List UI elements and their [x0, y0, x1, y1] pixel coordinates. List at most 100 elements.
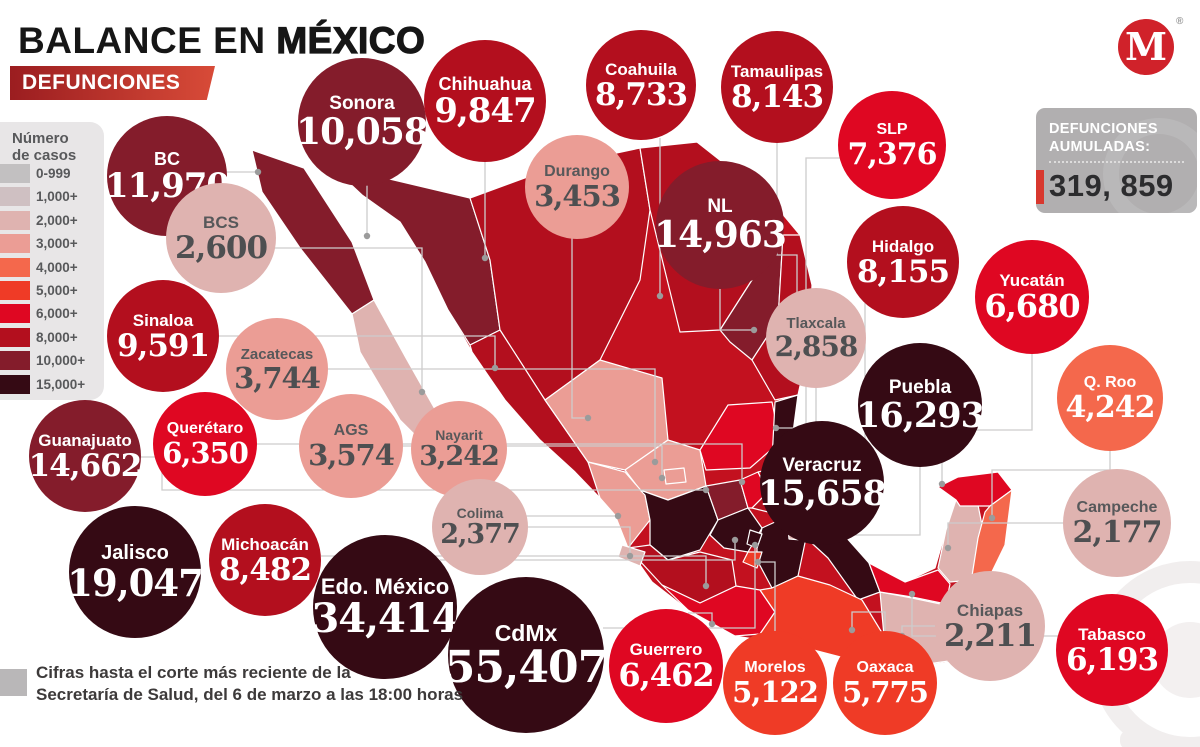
legend-label: 5,000+ — [36, 283, 78, 298]
state-value: 2,858 — [774, 330, 859, 364]
state-circle-tabasco: Tabasco 6,193 — [1056, 594, 1168, 706]
state-value: 6,462 — [618, 656, 714, 695]
state-value: 8,143 — [730, 78, 824, 115]
state-circle-puebla: Puebla 16,293 — [856, 343, 985, 467]
legend-row-15000: 15,000+ — [0, 374, 104, 394]
state-name: CdMx — [494, 619, 558, 646]
state-value: 14,662 — [28, 447, 143, 484]
state-name: Edo. México — [320, 574, 450, 600]
state-name: Colima — [456, 505, 504, 522]
legend-row-3000: 3,000+ — [0, 234, 104, 254]
state-name: Hidalgo — [871, 236, 935, 256]
state-value: 2,600 — [174, 229, 268, 266]
state-name: Tabasco — [1078, 624, 1146, 644]
legend-swatch — [0, 351, 30, 371]
legend-label: 3,000+ — [36, 236, 78, 252]
state-value: 16,293 — [856, 394, 985, 436]
state-name: Chiapas — [956, 600, 1024, 620]
dotted-divider — [1049, 161, 1184, 163]
defunciones-banner: DEFUNCIONES — [10, 66, 215, 100]
state-circle-chiapas: Chiapas 2,211 — [935, 571, 1045, 681]
state-circle-tamaulipas: Tamaulipas 8,143 — [721, 31, 833, 143]
legend-label: 0-999 — [36, 166, 71, 181]
legend-swatch — [0, 257, 30, 277]
state-circle-edo-méxico: Edo. México 34,414 — [311, 535, 460, 679]
legend-swatch — [0, 164, 30, 183]
state-name: Morelos — [744, 659, 806, 677]
state-value: 2,211 — [943, 617, 1037, 654]
milenio-logo-icon: M — [1118, 19, 1174, 75]
state-name: Coahuila — [605, 59, 677, 79]
legend-swatch — [0, 210, 30, 230]
state-name: Querétaro — [166, 420, 244, 438]
state-circle-morelos: Morelos 5,122 — [723, 631, 827, 735]
state-value: 8,733 — [594, 76, 688, 113]
defunciones-banner-label: DEFUNCIONES — [22, 71, 181, 94]
legend-swatch — [0, 374, 30, 394]
state-value: 14,963 — [654, 214, 787, 257]
state-circle-guanajuato: Guanajuato 14,662 — [28, 400, 143, 512]
map-state-nayarit — [587, 461, 651, 549]
map-state-ags — [663, 467, 687, 485]
state-value: 19,047 — [67, 561, 204, 606]
state-circle-yucatán: Yucatán 6,680 — [975, 240, 1089, 354]
state-name: NL — [707, 196, 733, 218]
state-name: Jalisco — [101, 542, 169, 565]
state-circle-bcs: BCS 2,600 — [166, 183, 276, 293]
state-circle-guerrero: Guerrero 6,462 — [609, 609, 723, 723]
map-state-jalisco — [639, 485, 719, 561]
legend-row-4000: 4,000+ — [0, 257, 104, 277]
state-circle-veracruz: Veracruz 15,658 — [758, 421, 887, 545]
state-value: 9,591 — [116, 327, 210, 364]
legend-row-5000: 5,000+ — [0, 281, 104, 300]
state-value: 10,058 — [296, 111, 429, 154]
state-circle-zacatecas: Zacatecas 3,744 — [226, 318, 328, 420]
state-circle-sonora: Sonora 10,058 — [296, 58, 429, 186]
state-circle-q-roo: Q. Roo 4,242 — [1057, 345, 1163, 451]
legend-row-10000: 10,000+ — [0, 351, 104, 371]
state-value: 3,242 — [419, 441, 500, 473]
state-value: 3,744 — [234, 360, 321, 395]
state-name: Oaxaca — [856, 659, 914, 677]
legend-label: 4,000+ — [36, 259, 78, 275]
state-circle-oaxaca: Oaxaca 5,775 — [833, 631, 937, 735]
legend-label: 15,000+ — [36, 376, 86, 392]
legend-row-1000: 1,000+ — [0, 187, 104, 207]
state-name: Puebla — [888, 376, 952, 398]
state-value: 55,407 — [444, 641, 608, 693]
legend-row-8000: 8,000+ — [0, 327, 104, 347]
footer-note-line2: Secretaría de Salud, del 6 de marzo a la… — [36, 685, 464, 704]
state-name: BC — [154, 148, 180, 169]
state-circle-slp: SLP 7,376 — [838, 91, 946, 199]
state-value: 8,482 — [218, 551, 312, 588]
state-value: 5,122 — [732, 675, 819, 710]
state-circle-campeche: Campeche 2,177 — [1063, 469, 1171, 577]
registered-mark: ® — [1176, 16, 1184, 27]
state-name: Q. Roo — [1083, 373, 1137, 391]
state-name: AGS — [333, 422, 369, 440]
state-name: SLP — [876, 120, 908, 138]
footer-note: Cifras hasta el corte más reciente de la… — [36, 662, 463, 706]
state-circle-sinaloa: Sinaloa 9,591 — [107, 280, 219, 392]
legend-swatch — [0, 281, 30, 300]
state-circle-colima: Colima 2,377 — [432, 479, 528, 575]
state-value: 4,242 — [1065, 389, 1156, 425]
state-value: 6,350 — [162, 436, 249, 471]
state-value: 6,680 — [984, 287, 1080, 326]
milenio-logo-letter: M — [1124, 24, 1168, 69]
state-value: 3,574 — [308, 438, 395, 473]
legend-title-line2: de casos — [12, 147, 77, 164]
state-value: 2,177 — [1072, 514, 1163, 550]
state-circle-chihuahua: Chihuahua 9,847 — [424, 40, 546, 162]
accumulated-value: 319, 859 — [1049, 168, 1174, 203]
legend-title: Número de casos — [12, 130, 76, 164]
state-name: Tamaulipas — [730, 61, 824, 81]
accumulated-label: DEFUNCIONES AUMULADAS: — [1049, 120, 1158, 156]
state-circle-michoacán: Michoacán 8,482 — [209, 504, 321, 616]
state-circle-jalisco: Jalisco 19,047 — [67, 506, 204, 638]
legend-swatch — [0, 327, 30, 347]
page-title-regular: BALANCE EN — [18, 20, 277, 61]
state-name: Sonora — [329, 93, 395, 115]
state-value: 3,453 — [534, 179, 621, 214]
